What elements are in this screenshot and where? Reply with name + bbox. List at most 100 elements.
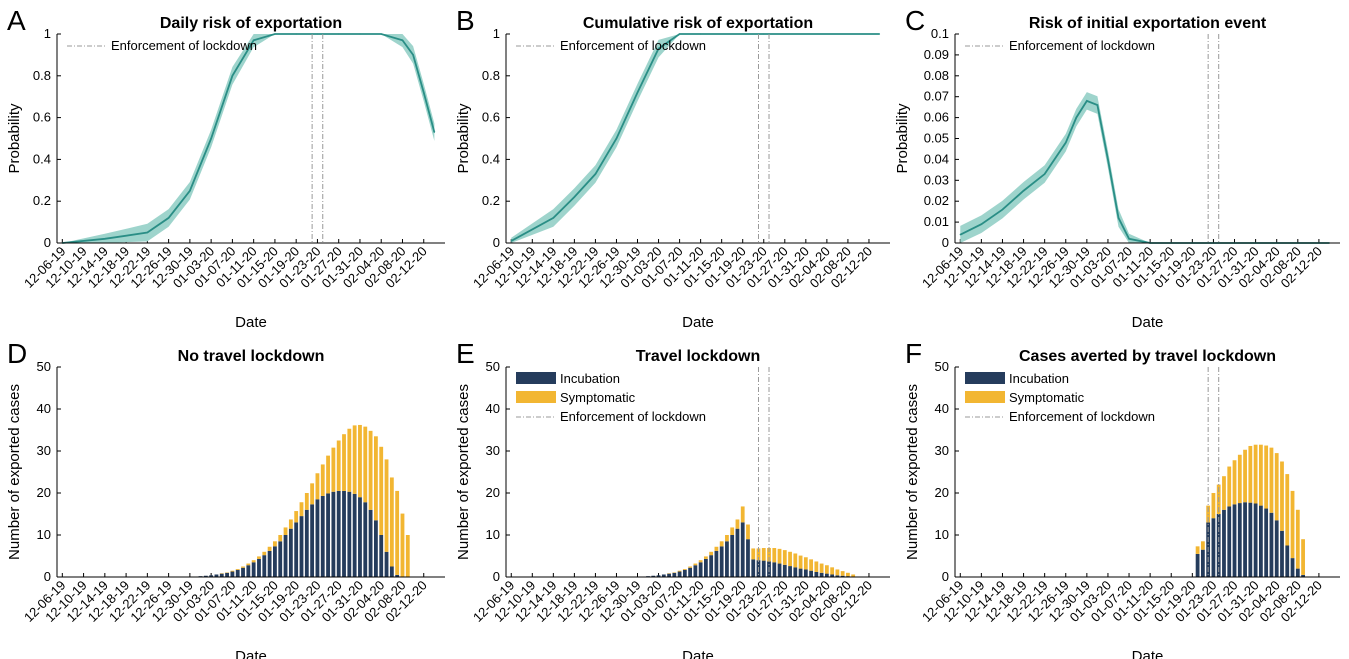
panel-title: No travel lockdown (178, 348, 325, 365)
bar-symptomatic (241, 566, 245, 568)
bar-symptomatic (262, 551, 267, 556)
legend-swatch (965, 391, 1005, 403)
panel-a: A Daily risk of exportation 0 0.2 0.4 0.6 0.8 1… (6, 5, 445, 331)
y-tick-label: 50 (37, 359, 51, 374)
panel-letter: F (905, 338, 922, 369)
bar-incubation (352, 493, 357, 577)
data-point (338, 33, 340, 35)
bar-incubation (203, 575, 208, 577)
bar-incubation (740, 522, 745, 577)
legend: Enforcement of lockdown (516, 38, 706, 53)
bar-symptomatic (251, 560, 256, 563)
bar-symptomatic (1264, 445, 1269, 509)
y-tick-label: 0.07 (924, 89, 949, 104)
data-point (401, 39, 404, 41)
y-tick-label: 1 (493, 26, 500, 41)
data-point (295, 33, 297, 35)
bar-symptomatic (1232, 460, 1237, 505)
bar-symptomatic (730, 527, 735, 535)
y-axis-label: Number of exported cases (6, 384, 23, 560)
legend-label: Incubation (560, 371, 620, 386)
x-axis-label: Date (1132, 648, 1164, 659)
data-point (573, 196, 575, 198)
bar-incubation (735, 528, 740, 577)
legend-label: Symptomatic (1009, 390, 1085, 405)
bar-incubation (235, 569, 240, 577)
bar-incubation (1264, 508, 1269, 577)
y-tick-label: 0.6 (482, 110, 500, 125)
bar-incubation (251, 562, 256, 577)
data-point (1128, 238, 1130, 240)
bar-symptomatic (294, 511, 299, 523)
y-tick-label: 0.4 (482, 151, 500, 166)
bar-symptomatic (677, 570, 682, 572)
panel-letter: B (456, 5, 475, 36)
bar-symptomatic (693, 563, 698, 566)
bar-symptomatic (358, 424, 362, 498)
bar-incubation (320, 495, 325, 577)
bar-incubation (1301, 574, 1305, 577)
bar-symptomatic (846, 572, 850, 577)
y-tick-label: 40 (486, 401, 500, 416)
data-point (104, 238, 106, 240)
data-point (878, 33, 881, 35)
y-tick-label: 50 (935, 359, 949, 374)
bar-incubation (1195, 553, 1200, 577)
bar-symptomatic (379, 446, 384, 535)
bar-incubation (347, 491, 352, 577)
bar-symptomatic (352, 425, 357, 494)
bar-symptomatic (1237, 454, 1242, 504)
bar-symptomatic (1274, 453, 1279, 521)
y-tick-label: 0 (44, 569, 51, 584)
data-point (1075, 117, 1077, 119)
bar-incubation (840, 575, 845, 577)
bar-incubation (1290, 558, 1295, 577)
legend-label: Enforcement of lockdown (1009, 409, 1155, 424)
bar-incubation (677, 571, 682, 577)
data-point (359, 33, 361, 35)
bar-symptomatic (246, 563, 251, 566)
bar-incubation (1227, 506, 1232, 577)
panel-letter: D (7, 338, 27, 369)
legend: Enforcement of lockdown (965, 38, 1155, 53)
y-tick-label: 40 (935, 401, 949, 416)
bar-incubation (1295, 568, 1300, 577)
bar-incubation (358, 497, 362, 577)
bar-symptomatic (326, 455, 330, 494)
bar-symptomatic (267, 546, 272, 551)
bar-incubation (803, 569, 808, 577)
bar-incubation (772, 562, 777, 577)
y-tick-label: 0.02 (924, 193, 949, 208)
bar-symptomatic (851, 574, 856, 577)
bar-symptomatic (751, 548, 756, 560)
bar-symptomatic (688, 566, 693, 568)
y-tick-label: 0 (942, 235, 949, 250)
bar-symptomatic (682, 569, 687, 570)
bar-symptomatic (824, 565, 829, 574)
y-tick-label: 20 (486, 485, 500, 500)
bar-symptomatic (830, 567, 835, 575)
bar-symptomatic (735, 519, 740, 529)
bar-symptomatic (1195, 546, 1200, 554)
bar-incubation (698, 562, 703, 577)
data-point (274, 33, 276, 35)
data-point (168, 217, 170, 219)
bar-symptomatic (709, 551, 714, 556)
y-tick-label: 0.09 (924, 47, 949, 62)
bar-incubation (819, 572, 824, 577)
bar-symptomatic (740, 506, 745, 523)
bar-symptomatic (746, 524, 750, 540)
bar-symptomatic (395, 490, 400, 575)
y-tick-label: 0 (942, 569, 949, 584)
legend-label: Incubation (1009, 371, 1069, 386)
bar-incubation (214, 574, 219, 577)
data-point (615, 137, 618, 140)
y-tick-label: 20 (935, 485, 949, 500)
data-point (1044, 173, 1046, 175)
data-point (231, 75, 233, 77)
confidence-band (960, 92, 1330, 244)
legend-label: Enforcement of lockdown (111, 38, 257, 53)
y-axis-label: Probability (894, 103, 911, 174)
bar-incubation (278, 541, 283, 577)
y-tick-label: 0 (44, 235, 51, 250)
